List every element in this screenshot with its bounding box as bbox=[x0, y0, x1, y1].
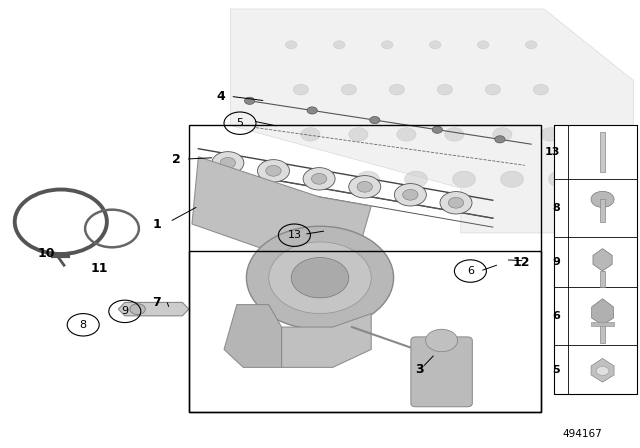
Polygon shape bbox=[192, 157, 371, 251]
Circle shape bbox=[370, 116, 380, 124]
Polygon shape bbox=[591, 358, 614, 382]
Text: 13: 13 bbox=[287, 230, 301, 240]
Circle shape bbox=[333, 41, 345, 49]
Bar bbox=[554, 125, 637, 394]
Circle shape bbox=[266, 165, 281, 176]
Text: 12: 12 bbox=[513, 255, 531, 269]
Bar bbox=[600, 132, 605, 172]
Text: 7: 7 bbox=[152, 296, 161, 309]
FancyBboxPatch shape bbox=[411, 337, 472, 407]
Circle shape bbox=[356, 171, 380, 187]
Text: 11: 11 bbox=[90, 262, 108, 276]
Text: 4: 4 bbox=[216, 90, 225, 103]
Bar bbox=[600, 325, 605, 343]
Text: 3: 3 bbox=[415, 363, 424, 376]
Text: 1: 1 bbox=[152, 217, 161, 231]
Circle shape bbox=[341, 84, 356, 95]
Circle shape bbox=[293, 84, 308, 95]
Bar bbox=[591, 322, 614, 326]
Circle shape bbox=[269, 242, 371, 314]
Circle shape bbox=[220, 158, 236, 168]
Text: 13: 13 bbox=[545, 147, 560, 157]
Circle shape bbox=[212, 151, 244, 174]
Circle shape bbox=[303, 168, 335, 190]
Circle shape bbox=[429, 41, 441, 49]
Polygon shape bbox=[230, 9, 634, 233]
Text: 5: 5 bbox=[237, 118, 243, 128]
Circle shape bbox=[500, 171, 524, 187]
Circle shape bbox=[291, 258, 349, 298]
Circle shape bbox=[426, 329, 458, 352]
Text: 494167: 494167 bbox=[563, 429, 602, 439]
Text: 9: 9 bbox=[121, 306, 129, 316]
Circle shape bbox=[452, 171, 476, 187]
Circle shape bbox=[448, 198, 464, 208]
Text: 10: 10 bbox=[38, 246, 56, 260]
Circle shape bbox=[533, 84, 548, 95]
Circle shape bbox=[307, 107, 317, 114]
Circle shape bbox=[349, 176, 381, 198]
Text: 9: 9 bbox=[552, 257, 560, 267]
Circle shape bbox=[244, 97, 255, 104]
Polygon shape bbox=[591, 299, 614, 325]
Circle shape bbox=[432, 126, 442, 134]
Circle shape bbox=[548, 171, 572, 187]
Circle shape bbox=[308, 171, 332, 187]
Circle shape bbox=[541, 128, 560, 141]
Circle shape bbox=[389, 84, 404, 95]
Circle shape bbox=[349, 128, 368, 141]
Circle shape bbox=[404, 171, 428, 187]
Circle shape bbox=[403, 190, 418, 200]
Circle shape bbox=[257, 159, 289, 182]
Circle shape bbox=[285, 41, 297, 49]
Text: 2: 2 bbox=[172, 152, 180, 166]
Circle shape bbox=[312, 173, 327, 184]
Circle shape bbox=[495, 136, 505, 143]
Text: 6: 6 bbox=[467, 266, 474, 276]
Polygon shape bbox=[224, 305, 282, 367]
Circle shape bbox=[525, 41, 537, 49]
Circle shape bbox=[477, 41, 489, 49]
Circle shape bbox=[485, 84, 500, 95]
Circle shape bbox=[397, 128, 416, 141]
Text: 5: 5 bbox=[552, 365, 560, 375]
Bar bbox=[600, 199, 605, 222]
Circle shape bbox=[596, 366, 609, 375]
Circle shape bbox=[130, 304, 145, 314]
Circle shape bbox=[381, 41, 393, 49]
Polygon shape bbox=[282, 314, 371, 367]
Circle shape bbox=[493, 128, 512, 141]
Circle shape bbox=[394, 184, 426, 206]
Text: 8: 8 bbox=[552, 203, 560, 213]
Polygon shape bbox=[593, 249, 612, 271]
Circle shape bbox=[445, 128, 464, 141]
Circle shape bbox=[357, 181, 372, 192]
Text: 8: 8 bbox=[79, 320, 87, 330]
Text: 6: 6 bbox=[552, 311, 560, 321]
Circle shape bbox=[301, 128, 320, 141]
Bar bbox=[600, 271, 605, 287]
Circle shape bbox=[440, 192, 472, 214]
Circle shape bbox=[437, 84, 452, 95]
Circle shape bbox=[591, 191, 614, 207]
Polygon shape bbox=[118, 302, 189, 316]
Circle shape bbox=[246, 226, 394, 329]
Bar bbox=[189, 251, 541, 412]
Bar bbox=[189, 125, 541, 412]
